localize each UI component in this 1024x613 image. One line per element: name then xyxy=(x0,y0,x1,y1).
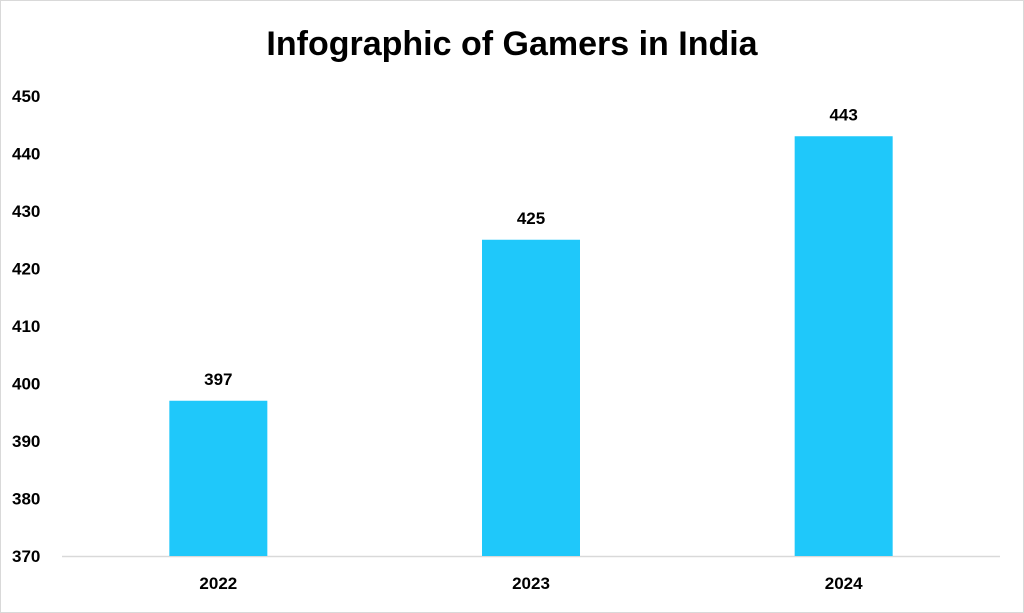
bar-2022 xyxy=(169,400,268,556)
data-label-2023: 425 xyxy=(517,209,545,228)
x-tick-label: 2024 xyxy=(825,574,863,593)
y-axis: 370 380 390 400 410 420 430 440 450 xyxy=(12,87,40,566)
y-tick-label: 410 xyxy=(12,317,40,336)
bar-2023 xyxy=(482,239,580,556)
y-tick-label: 430 xyxy=(12,202,40,221)
x-axis: 2022 2023 2024 xyxy=(62,555,1000,593)
y-tick-label: 370 xyxy=(12,547,40,566)
y-tick-label: 440 xyxy=(12,145,40,164)
y-tick-label: 380 xyxy=(12,490,40,509)
y-tick-label: 450 xyxy=(12,87,40,106)
y-tick-label: 420 xyxy=(12,260,40,279)
bar-2024 xyxy=(794,136,893,556)
y-tick-label: 390 xyxy=(12,432,40,451)
y-tick-label: 400 xyxy=(12,375,40,394)
x-tick-label: 2023 xyxy=(512,574,550,593)
data-label-2022: 397 xyxy=(204,370,232,389)
data-label-2024: 443 xyxy=(829,105,857,124)
data-labels: 397 425 443 xyxy=(204,105,858,389)
x-tick-label: 2022 xyxy=(199,574,237,593)
chart-title: Infographic of Gamers in India xyxy=(266,25,758,63)
bar-series xyxy=(169,136,893,556)
